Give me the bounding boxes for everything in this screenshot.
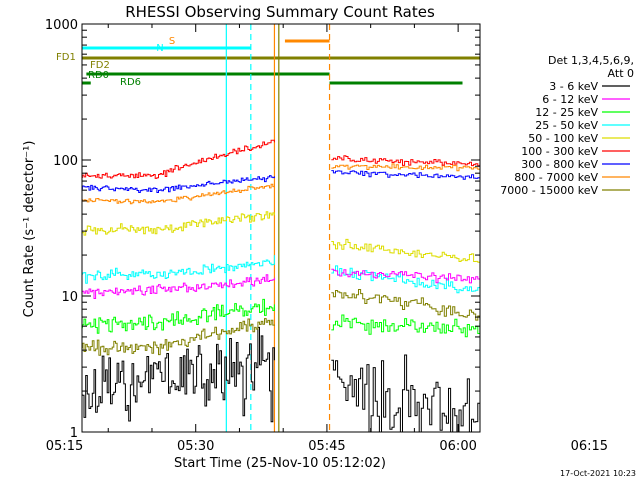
y-axis: 1 10 100 1000 (45, 18, 480, 441)
x-tick-label: 05:15 (46, 439, 83, 454)
series-line (82, 255, 275, 284)
series-line (331, 314, 480, 338)
series-line (331, 268, 480, 284)
x-axis-label: Start Time (25-Nov-10 05:12:02) (174, 456, 386, 471)
flag-label-fd2: FD2 (90, 60, 110, 71)
x-tick-label: 05:30 (177, 439, 214, 454)
footer-timestamp: 17-Oct-2021 10:23 (560, 469, 636, 478)
x-tick-label: 06:00 (439, 439, 476, 454)
x-tick-label: 05:45 (308, 439, 345, 454)
flag-bars (82, 39, 480, 85)
flag-label-night: N (156, 43, 163, 54)
legend-entry-label: 7000 - 15000 keV (500, 184, 598, 197)
legend-entry-label: 800 - 7000 keV (514, 171, 598, 184)
y-tick-label: 100 (53, 154, 78, 169)
legend-entry-label: 3 - 6 keV (549, 80, 598, 93)
series-line (82, 318, 275, 356)
y-axis-label: Count Rate (s⁻¹ detector⁻¹) (22, 141, 37, 318)
series-line (82, 175, 275, 193)
series-line (82, 326, 275, 423)
legend-header-attenuator: Att 0 (608, 67, 634, 80)
series-line (331, 289, 480, 321)
legend-entry-label: 6 - 12 keV (542, 93, 598, 106)
legend-entry-label: 12 - 25 keV (535, 106, 598, 119)
y-tick-label: 1 (70, 426, 78, 441)
legend-entry-label: 100 - 300 keV (521, 145, 598, 158)
series-group (82, 268, 480, 299)
series-group (82, 298, 480, 338)
plot-frame (81, 23, 481, 433)
series-group (82, 255, 480, 294)
series-line (331, 265, 480, 294)
legend-header-detectors: Det 1,3,4,5,6,9, (548, 54, 634, 67)
legend-entry-label: 300 - 800 keV (521, 158, 598, 171)
series-line (82, 211, 275, 236)
y-tick-label: 10 (61, 290, 78, 305)
series-group (82, 289, 480, 356)
y-tick-label: 1000 (45, 18, 78, 33)
series-line (331, 354, 480, 432)
series-group (82, 211, 480, 263)
series-line (82, 298, 275, 334)
flag-label-saa: S (169, 36, 175, 47)
series-group (82, 326, 480, 432)
legend-entry-label: 50 - 100 keV (528, 132, 598, 145)
flag-label-rd6: RD6 (120, 77, 141, 88)
series-line (331, 238, 480, 263)
chart-title: RHESSI Observing Summary Count Rates (125, 3, 435, 21)
legend-entry-label: 25 - 50 keV (535, 119, 598, 132)
flag-label-rd0: RD0 (88, 70, 109, 81)
x-tick-label: 06:15 (571, 439, 608, 454)
series-line (331, 155, 480, 167)
flag-label-fd1: FD1 (56, 52, 76, 63)
series-line (82, 274, 275, 299)
